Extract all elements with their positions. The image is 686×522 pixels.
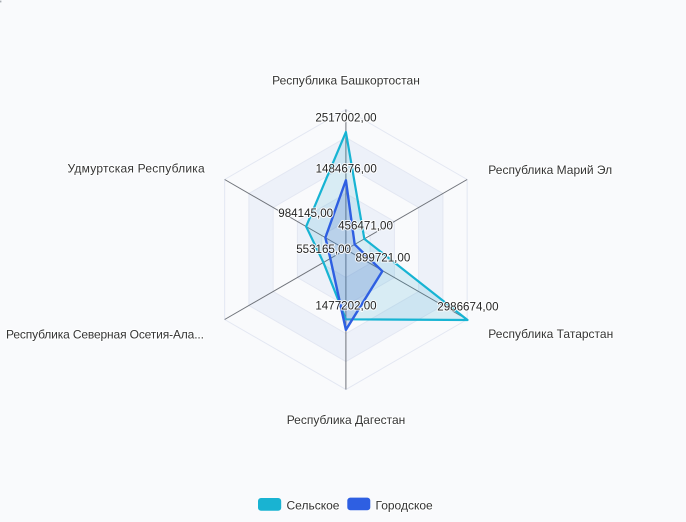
svg-text:Республика Татарстан: Республика Татарстан [488,327,613,341]
svg-text:Городское: Городское [376,498,434,512]
svg-text:984145,00: 984145,00 [278,207,333,220]
svg-text:1484676,00: 1484676,00 [316,162,377,175]
svg-text:2986674,00: 2986674,00 [437,301,498,314]
svg-text:553165,00: 553165,00 [296,243,351,256]
svg-text:Республика Марий Эл: Республика Марий Эл [488,163,612,177]
svg-text:899721,00: 899721,00 [355,251,410,264]
svg-text:2517002,00: 2517002,00 [315,112,376,125]
svg-text:Республика Северная Осетия-Ала: Республика Северная Осетия-Ала... [6,327,204,341]
svg-text:Сельское: Сельское [287,498,340,512]
svg-text:1477202,00: 1477202,00 [315,299,376,312]
svg-text:456471,00: 456471,00 [338,219,393,232]
svg-text:Удмуртская Республика: Удмуртская Республика [68,162,205,176]
svg-text:Республика Дагестан: Республика Дагестан [287,413,406,427]
svg-text:Республика Башкортостан: Республика Башкортостан [272,74,420,88]
